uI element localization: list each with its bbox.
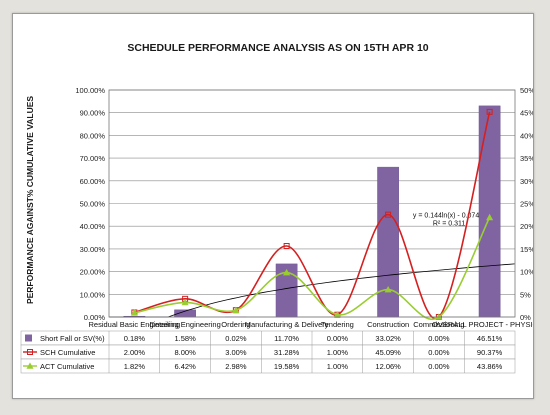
bar: [377, 166, 399, 318]
y-tick-label: 70.00%: [80, 154, 106, 163]
data-point: [181, 298, 189, 306]
legend-label: SCH Cumulative: [40, 348, 95, 357]
trendline-r2: R² = 0.311: [433, 221, 465, 228]
y-tick-label: 40.00%: [80, 222, 106, 231]
y2-tick-label: 25%: [520, 200, 533, 209]
chart-frame: SCHEDULE PERFORMANCE ANALYSIS AS ON 15TH…: [12, 13, 534, 399]
x-tick-label: Tendering: [321, 320, 354, 329]
y2-tick-label: 50%: [520, 86, 533, 95]
x-tick-label: Residual Basic Engineering: [89, 320, 181, 329]
plot-area-border: [108, 89, 516, 318]
y-tick-label: 80.00%: [80, 131, 106, 140]
chart-title: SCHEDULE PERFORMANCE ANALYSIS AS ON 15TH…: [127, 42, 428, 54]
data-point: [486, 213, 494, 221]
table-cell: 46.51%: [477, 334, 503, 343]
table-row: [20, 358, 516, 374]
table-cell: 6.42%: [174, 362, 196, 371]
x-tick-label: OVERALL PROJECT - PHYSICAL: [432, 320, 533, 329]
x-tick-label: Detailing Engineering: [149, 320, 220, 329]
y2-tick-label: 45%: [520, 109, 533, 118]
y-tick-label: 20.00%: [80, 268, 106, 277]
legend-key: [25, 334, 32, 342]
trendline: [109, 263, 515, 318]
table-cell: 0.02%: [225, 334, 247, 343]
bar-layer: [123, 105, 501, 318]
table-cell: 3.00%: [225, 348, 247, 357]
y2-tick-label: 5%: [520, 290, 531, 299]
table-cell: 2.98%: [225, 362, 247, 371]
x-tick-label: Ordering: [221, 320, 250, 329]
table-cell: 0.00%: [428, 348, 450, 357]
y2-tick-label: 0%: [520, 313, 531, 322]
x-tick-label: Construction: [367, 320, 409, 329]
legend-key-marker: [26, 362, 34, 369]
y-tick-label: 50.00%: [80, 200, 106, 209]
table-cell: 45.09%: [375, 348, 401, 357]
x-tick-label: Commissioning: [413, 320, 464, 329]
y-tick-label: 30.00%: [80, 245, 106, 254]
table-cell: 0.00%: [428, 334, 450, 343]
table-cell: 1.58%: [174, 334, 196, 343]
table-cell: 43.86%: [477, 362, 503, 371]
data-point: [384, 285, 392, 293]
legend-label: Short Fall or SV(%): [40, 334, 105, 343]
table-cell: 19.58%: [274, 362, 300, 371]
y2-tick-label: 15%: [520, 245, 533, 254]
chart-svg: SCHEDULE PERFORMANCE ANALYSIS AS ON 15TH…: [20, 42, 533, 374]
trendline-equation: y = 0.144ln(x) - 0.074: [413, 213, 479, 220]
legend-key-marker: [27, 349, 33, 355]
y-tick-label: 0.00%: [84, 313, 106, 322]
table-cell: 8.00%: [174, 348, 196, 357]
table-cell: 0.00%: [327, 334, 349, 343]
y-axis-label: PERFORMANCE AGAINST% CUMULATIVE VALUES: [25, 96, 35, 304]
axis-layer: 0.00% 10.00% 20.00% 30.00% 40.00% 50.00% 60.00…: [75, 86, 533, 329]
y-tick-label: 100.00%: [75, 86, 105, 95]
y2-tick-label: 40%: [520, 131, 533, 140]
data-table: Short Fall or SV(%) 0.18% 1.58% 0.02% 11.70%…: [20, 330, 516, 374]
table-cell: 31.28%: [274, 348, 300, 357]
table-cell: 90.37%: [477, 348, 503, 357]
data-point: [130, 309, 138, 316]
data-point: [486, 108, 493, 115]
y2-tick-label: 35%: [520, 154, 533, 163]
y2-tick-label: 20%: [520, 222, 533, 231]
data-point: [232, 306, 240, 314]
y-tick-label: 10.00%: [80, 290, 106, 299]
x-tick-label: Manufacturing & Delivery: [245, 320, 329, 329]
table-cell: 1.00%: [327, 348, 349, 357]
table-cell: 11.70%: [274, 334, 299, 343]
table-cell: 2.00%: [124, 348, 146, 357]
y-tick-label: 60.00%: [80, 177, 106, 186]
table-cell: 33.02%: [375, 334, 401, 343]
data-point: [283, 268, 291, 276]
legend-label: ACT Cumulative: [40, 362, 94, 371]
table-cell: 12.06%: [375, 362, 401, 371]
y-tick-label: 90.00%: [80, 109, 106, 118]
table-cell: 0.18%: [124, 334, 146, 343]
bar: [478, 105, 501, 318]
table-cell: 0.00%: [428, 362, 450, 371]
y2-tick-label: 10%: [520, 268, 533, 277]
y2-tick-label: 30%: [520, 177, 533, 186]
data-point: [283, 242, 290, 249]
table-cell: 1.82%: [124, 362, 146, 371]
data-point: [385, 211, 392, 218]
table-cell: 1.00%: [327, 362, 349, 371]
